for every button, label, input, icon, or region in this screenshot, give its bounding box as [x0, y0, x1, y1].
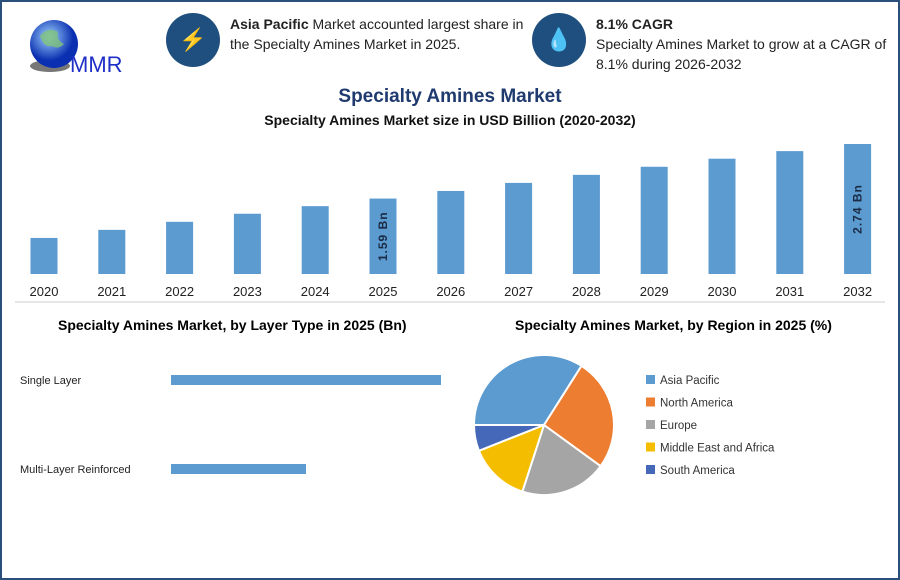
legend-label: Middle East and Africa	[660, 443, 775, 455]
lightning-icon: ⚡	[166, 13, 220, 67]
market-size-bar-chart: 2020 2021 2022 2023 2024 2025 1.59 Bn 2026 2027 2…	[15, 144, 885, 303]
bar-2031	[776, 151, 804, 274]
x-tick-label: 2025	[369, 284, 398, 299]
bar-2028	[572, 174, 600, 274]
info-asia-pacific: Asia Pacific Market accounted largest sh…	[230, 16, 524, 52]
legend-swatch	[646, 420, 655, 429]
bar-2023	[233, 213, 261, 274]
flame-drop-icon: 💧	[532, 13, 586, 67]
x-tick-label: 2032	[843, 284, 872, 299]
legend-swatch	[646, 442, 655, 452]
category-label: Single Layer	[20, 375, 81, 387]
legend-label: Asia Pacific	[660, 375, 720, 387]
category-label: Multi-Layer Reinforced	[20, 464, 131, 476]
bar-2025	[369, 198, 397, 274]
x-tick-label: 2029	[640, 284, 669, 299]
pie-slice-north-america	[542, 364, 615, 468]
bar-2029	[640, 166, 668, 274]
legend-label: South America	[660, 465, 735, 477]
x-tick-label: 2027	[504, 284, 533, 299]
legend-swatch	[646, 375, 655, 384]
region-chart-title: Specialty Amines Market, by Region in 20…	[515, 317, 832, 333]
pie-slice-europe	[521, 423, 603, 496]
layer-type-bar-chart: Single Layer Multi-Layer Reinforced	[20, 375, 441, 476]
region-pie-chart: Asia Pacific North America Europe Middle Ea…	[472, 354, 775, 496]
legend-label: Europe	[660, 420, 697, 432]
x-tick-label: 2026	[436, 284, 465, 299]
hbar-multi-layer-reinforced	[171, 464, 306, 474]
bar-2020	[30, 237, 58, 274]
x-tick-label: 2030	[708, 284, 737, 299]
bar-2022	[166, 221, 194, 274]
bar-2030	[708, 158, 736, 274]
legend-swatch	[646, 465, 655, 474]
bar-2026	[437, 190, 465, 274]
x-tick-label: 2022	[165, 284, 194, 299]
x-tick-label: 2024	[301, 284, 330, 299]
svg-text:MMR: MMR	[70, 52, 123, 77]
x-tick-label: 2023	[233, 284, 262, 299]
x-tick-label: 2020	[30, 284, 59, 299]
mmr-logo: MMR	[30, 20, 123, 77]
data-label: 2.74 Bn	[851, 184, 865, 234]
layer-chart-title: Specialty Amines Market, by Layer Type i…	[58, 317, 407, 333]
info-cagr: 8.1% CAGR Specialty Amines Market to grow…	[596, 16, 887, 72]
bar-2024	[301, 206, 329, 274]
hbar-single-layer	[171, 375, 441, 385]
x-tick-label: 2028	[572, 284, 601, 299]
data-label: 1.59 Bn	[376, 211, 390, 261]
x-tick-label: 2031	[775, 284, 804, 299]
main-title: Specialty Amines Market	[338, 86, 562, 107]
pie-slice-south-america	[472, 424, 545, 453]
bar-2032	[844, 144, 872, 274]
bar-2027	[505, 182, 533, 274]
legend-label: North America	[660, 398, 733, 410]
legend-swatch	[646, 397, 655, 407]
x-tick-label: 2021	[97, 284, 126, 299]
bar-chart-title: Specialty Amines Market size in USD Bill…	[264, 112, 636, 128]
bar-2021	[98, 229, 126, 274]
pie-slice-middle-east-and-africa	[477, 423, 546, 493]
